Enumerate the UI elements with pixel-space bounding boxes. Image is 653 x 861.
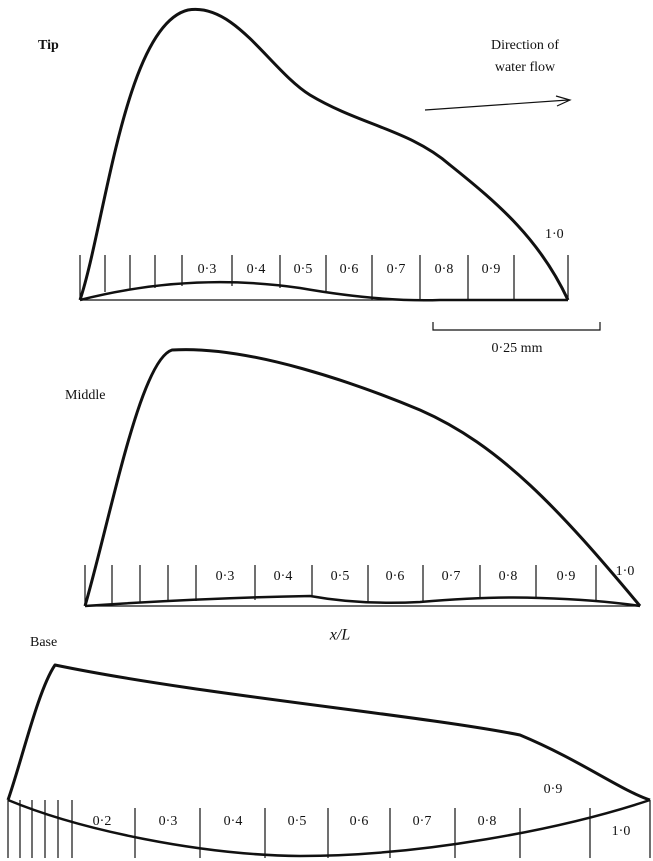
end-label: 1·0 [545, 227, 564, 242]
station-label: 0·5 [294, 262, 313, 277]
panel-label: Middle [65, 388, 105, 403]
axis-label: x/L [329, 627, 351, 644]
station-label: 0·8 [435, 262, 454, 277]
flow-label: Direction of [491, 38, 559, 53]
scale-bar [433, 322, 600, 330]
upper-surface [8, 665, 650, 800]
station-label: 0·3 [216, 569, 235, 584]
panel-label: Tip [38, 38, 59, 53]
figure: Tip Direction of water flow 1·0 0·25 mm … [0, 0, 653, 861]
station-label: 0·5 [288, 814, 307, 829]
station-label: 0·7 [387, 262, 406, 277]
station-label: 0·4 [247, 262, 266, 277]
lower-surface [80, 282, 568, 300]
panel-label: Base [30, 635, 57, 650]
station-label: 0·4 [274, 569, 293, 584]
flow-label: water flow [495, 60, 556, 75]
station-label: 0·9 [544, 782, 563, 797]
station-label: 0·3 [159, 814, 178, 829]
station-label: 0·8 [478, 814, 497, 829]
station-label: 0·6 [386, 569, 405, 584]
flow-arrow [425, 96, 570, 110]
station-label: 0·2 [93, 814, 112, 829]
station-label: 0·5 [331, 569, 350, 584]
tip-panel: Tip Direction of water flow 1·0 0·25 mm [38, 9, 600, 356]
station-label: 0·7 [413, 814, 432, 829]
station-label: 1·0 [612, 824, 631, 839]
station-label: 0·3 [198, 262, 217, 277]
middle-panel: Middle 1·0 x/L [65, 350, 640, 644]
station-label: 0·6 [350, 814, 369, 829]
end-label: 1·0 [616, 564, 635, 579]
station-label: 0·6 [340, 262, 359, 277]
station-label: 0·9 [482, 262, 501, 277]
station-label: 0·7 [442, 569, 461, 584]
scale-label: 0·25 mm [492, 341, 543, 356]
station-label: 0·9 [557, 569, 576, 584]
station-label: 0·4 [224, 814, 243, 829]
station-label: 0·8 [499, 569, 518, 584]
